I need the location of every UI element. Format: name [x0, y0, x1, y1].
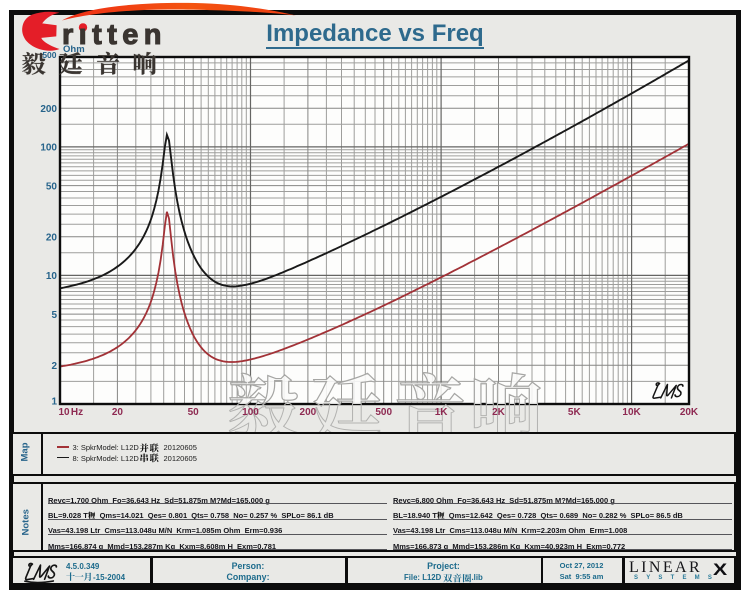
- svg-text:50: 50: [188, 407, 200, 418]
- svg-text:100: 100: [242, 407, 259, 418]
- svg-text:2: 2: [51, 361, 57, 372]
- svg-text:500: 500: [375, 407, 392, 418]
- svg-text:10: 10: [46, 271, 58, 282]
- svg-text:Ohm: Ohm: [63, 44, 85, 55]
- svg-text:Hz: Hz: [71, 407, 83, 418]
- svg-text:20: 20: [46, 232, 58, 243]
- svg-text:1: 1: [51, 397, 57, 408]
- svg-text:20: 20: [112, 407, 124, 418]
- svg-text:50: 50: [46, 181, 58, 192]
- svg-text:5: 5: [51, 310, 57, 321]
- svg-text:5K: 5K: [568, 407, 582, 418]
- svg-text:100: 100: [40, 143, 57, 154]
- svg-text:1K: 1K: [435, 407, 449, 418]
- svg-text:10: 10: [59, 407, 71, 418]
- svg-text:200: 200: [300, 407, 317, 418]
- svg-text:10K: 10K: [622, 407, 641, 418]
- svg-text:20K: 20K: [680, 407, 699, 418]
- svg-text:2K: 2K: [492, 407, 506, 418]
- svg-text:500: 500: [42, 50, 56, 60]
- svg-text:200: 200: [40, 104, 57, 115]
